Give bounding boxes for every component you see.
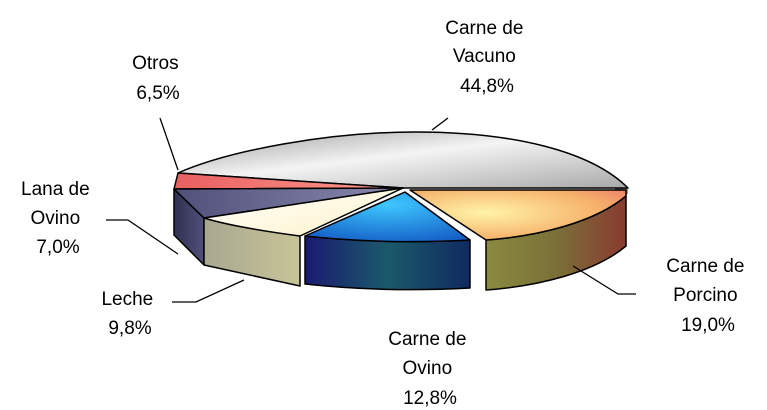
leader-line-otros — [159, 117, 179, 171]
label-value: 7,0% — [36, 237, 79, 258]
label-carne-de-ovino: Carne de Ovino 12,8% — [388, 329, 471, 409]
label-carne-de-vacuno: Carne de Vacuno 44,8% — [445, 18, 528, 97]
label-leche: Leche 9,8% — [101, 289, 158, 339]
label-line: Ovino — [403, 358, 453, 379]
slice-side-carne-de-ovino — [304, 235, 471, 291]
label-line: Ovino — [31, 208, 81, 229]
label-line: Carne de — [666, 256, 744, 277]
label-line: Lana de — [21, 179, 90, 200]
leader-line-leche — [172, 279, 245, 303]
label-value: 19,0% — [681, 315, 735, 336]
label-lana-de-ovino: Lana de Ovino 7,0% — [21, 179, 95, 258]
leader-line-carne-de-porcino — [572, 265, 636, 295]
label-value: 12,8% — [403, 388, 457, 409]
label-line: Porcino — [673, 285, 737, 306]
label-carne-de-porcino: Carne de Porcino 19,0% — [666, 256, 749, 336]
label-value: 44,8% — [460, 76, 514, 97]
leader-line-carne-de-vacuno — [431, 117, 449, 131]
label-value: 6,5% — [136, 83, 179, 104]
label-line: Leche — [101, 289, 153, 310]
slice-carne-de-ovino — [304, 191, 471, 243]
leader-line-lana-de-ovino — [106, 219, 179, 255]
label-value: 9,8% — [108, 318, 151, 339]
label-line: Otros — [132, 53, 178, 74]
slice-carne-de-vacuno — [177, 131, 629, 189]
slice-leche — [203, 187, 404, 237]
label-line: Carne de — [445, 18, 523, 39]
slice-carne-de-porcino — [409, 189, 627, 241]
label-otros: Otros 6,5% — [132, 53, 184, 104]
label-line: Carne de — [388, 329, 466, 350]
label-line: Vacuno — [453, 46, 516, 67]
